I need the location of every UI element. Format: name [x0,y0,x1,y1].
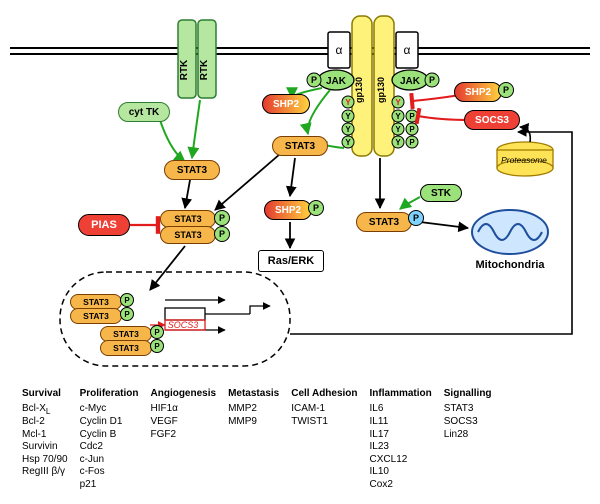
svg-text:JAK: JAK [326,76,347,87]
socs3: SOCS3 [464,110,520,130]
svg-text:Mitochondria: Mitochondria [475,259,545,271]
svg-text:RTK: RTK [179,59,190,80]
svg-text:RTK: RTK [199,59,210,80]
svg-text:Y: Y [345,98,351,107]
svg-text:gp130: gp130 [376,77,386,103]
svg-text:P: P [409,125,415,134]
pias: PIAS [78,214,130,236]
p-shp2-center: P [308,200,324,216]
gene-table: SurvivalProliferationAngiogenesisMetasta… [16,388,584,491]
stat3-ser: STAT3 [356,212,412,232]
svg-text:Y: Y [395,138,401,147]
stat3-left: STAT3 [164,160,220,180]
shp2-left: SHP2 [262,94,310,114]
p-nuc1b: P [120,307,134,321]
shp2-right: SHP2 [454,82,502,102]
svg-text:P: P [311,75,317,85]
p-dimer-1: P [214,210,230,226]
cyt-tk: cyt TK [118,102,170,122]
svg-text:Y: Y [395,125,401,134]
svg-text:JAK: JAK [400,76,421,87]
svg-text:Y: Y [345,125,351,134]
p-shp2-right: P [498,82,514,98]
p-nuc1a: P [120,293,134,307]
svg-text:Y: Y [395,112,401,121]
p-nuc2a: P [150,325,164,339]
p-stat3-ser: P [408,210,424,226]
svg-text:Proteasome: Proteasome [501,155,547,165]
svg-text:P: P [409,112,415,121]
stat3-dimer-nuc2: STAT3 STAT3 [100,326,152,356]
svg-text:SOCS3: SOCS3 [168,320,199,330]
stat3-dimer-nuc1: STAT3 STAT3 [70,294,122,324]
svg-text:gp130: gp130 [354,77,364,103]
svg-text:P: P [429,75,435,85]
svg-text:Y: Y [395,98,401,107]
svg-text:α: α [404,43,411,57]
stat3-center: STAT3 [272,136,328,156]
svg-text:P: P [409,138,415,147]
shp2-center: SHP2 [264,200,312,220]
stat3-dimer: STAT3 STAT3 [160,210,216,244]
p-nuc2b: P [150,339,164,353]
svg-text:Y: Y [345,112,351,121]
p-dimer-2: P [214,226,230,242]
svg-text:α: α [336,43,343,57]
stk: STK [420,184,462,202]
svg-text:Y: Y [345,138,351,147]
ras-erk: Ras/ERK [258,250,324,272]
